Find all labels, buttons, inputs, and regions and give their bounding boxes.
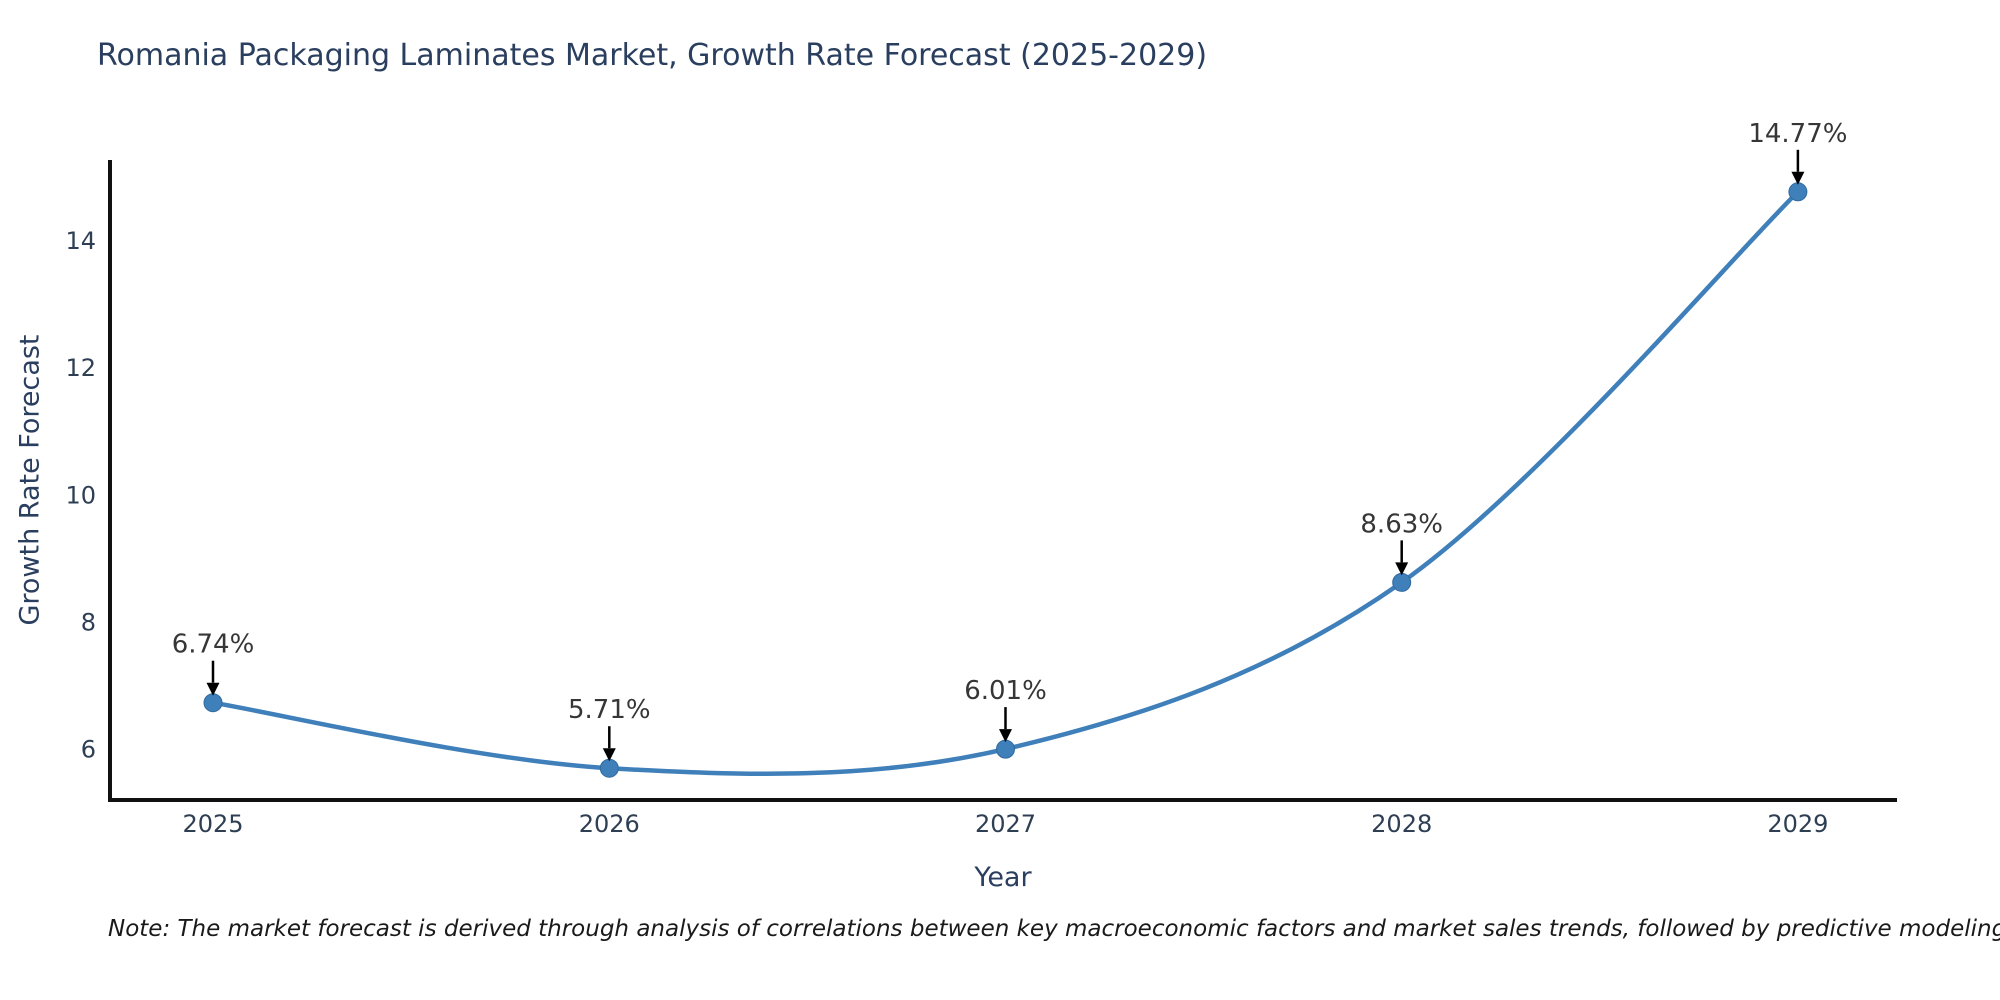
x-axis-title: Year (974, 862, 1032, 893)
footnote: Note: The market forecast is derived thr… (108, 916, 2000, 942)
annotation-arrowhead-icon (1791, 171, 1805, 185)
axis-lines (108, 160, 1897, 802)
data-point-marker (1392, 572, 1412, 592)
annotation-arrowhead-icon (999, 729, 1012, 743)
y-tick-label: 8 (81, 609, 96, 637)
data-point-marker (599, 758, 619, 778)
chart-title: Romania Packaging Laminates Market, Grow… (97, 38, 1208, 73)
annotation-label: 6.01% (964, 676, 1047, 706)
y-tick-label: 10 (65, 481, 96, 509)
annotation-label: 6.74% (172, 630, 255, 660)
annotation-arrowhead-icon (206, 682, 220, 696)
annotation-label: 8.63% (1360, 509, 1443, 539)
x-tick-label: 2025 (182, 810, 243, 838)
annotation-arrowhead-icon (602, 748, 616, 762)
data-point-marker (1788, 182, 1808, 202)
x-tick-label: 2028 (1371, 810, 1432, 838)
x-tick-label: 2026 (579, 810, 640, 838)
annotation-label: 14.77% (1748, 119, 1847, 149)
y-axis-title: Growth Rate Forecast (14, 334, 46, 626)
data-point-marker (203, 693, 223, 713)
y-tick-label: 6 (81, 736, 96, 764)
x-tick-label: 2029 (1767, 810, 1828, 838)
annotation-label: 5.71% (568, 695, 651, 725)
data-point-marker (996, 739, 1015, 759)
forecast-line (210, 189, 1801, 776)
annotation-arrowhead-icon (1395, 562, 1409, 576)
x-tick-label: 2027 (975, 810, 1036, 838)
y-tick-label: 12 (65, 354, 96, 382)
y-tick-label: 14 (65, 227, 96, 255)
